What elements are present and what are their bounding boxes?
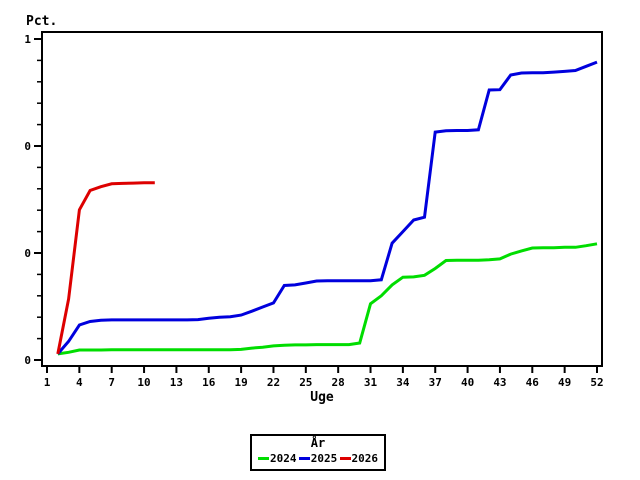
series-2024-line xyxy=(57,242,598,356)
x-tick-label: 16 xyxy=(202,376,216,389)
y-tick-label: 0 xyxy=(24,354,31,367)
legend: År 2024 2025 2026 xyxy=(250,434,386,471)
x-tick-label: 37 xyxy=(429,376,442,389)
legend-title: År xyxy=(310,436,326,450)
x-tick-label: 19 xyxy=(234,376,247,389)
x-tick-label: 49 xyxy=(558,376,571,389)
series-2026-line xyxy=(56,181,155,355)
x-tick-label: 4 xyxy=(76,376,83,389)
x-tick-label: 28 xyxy=(332,376,345,389)
x-tick-label: 13 xyxy=(170,376,183,389)
y-axis-title: Pct. xyxy=(26,14,58,29)
x-tick-label: 40 xyxy=(461,376,474,389)
series-2026-swatch xyxy=(339,457,351,460)
legend-item-label: 2025 xyxy=(310,452,338,465)
plot-frame xyxy=(41,31,603,367)
y-tick-label: 1 xyxy=(24,33,31,46)
legend-item-label: 2026 xyxy=(351,452,379,465)
x-tick-label: 34 xyxy=(396,376,410,389)
legend-item-label: 2024 xyxy=(270,452,297,465)
x-tick-label: 7 xyxy=(108,376,115,389)
x-tick-label: 1 xyxy=(44,376,51,389)
x-tick-label: 22 xyxy=(267,376,280,389)
y-tick-label: 0 xyxy=(24,247,31,260)
x-tick-label: 25 xyxy=(299,376,312,389)
legend-item-2025: 2025 xyxy=(298,452,338,465)
x-tick-label: 31 xyxy=(364,376,378,389)
series-2025-swatch xyxy=(298,457,310,460)
legend-items: 2024 2025 2026 xyxy=(252,450,384,465)
series-2024-swatch xyxy=(258,457,269,460)
x-tick-label: 46 xyxy=(526,376,540,389)
series-2025-line xyxy=(56,60,598,355)
x-axis-title: Uge xyxy=(310,390,334,405)
y-tick-label: 0 xyxy=(24,140,31,153)
x-tick-label: 52 xyxy=(590,376,603,389)
legend-item-2024: 2024 xyxy=(258,452,297,465)
x-tick-label: 43 xyxy=(493,376,506,389)
x-tick-label: 10 xyxy=(137,376,150,389)
legend-item-2026: 2026 xyxy=(339,452,379,465)
